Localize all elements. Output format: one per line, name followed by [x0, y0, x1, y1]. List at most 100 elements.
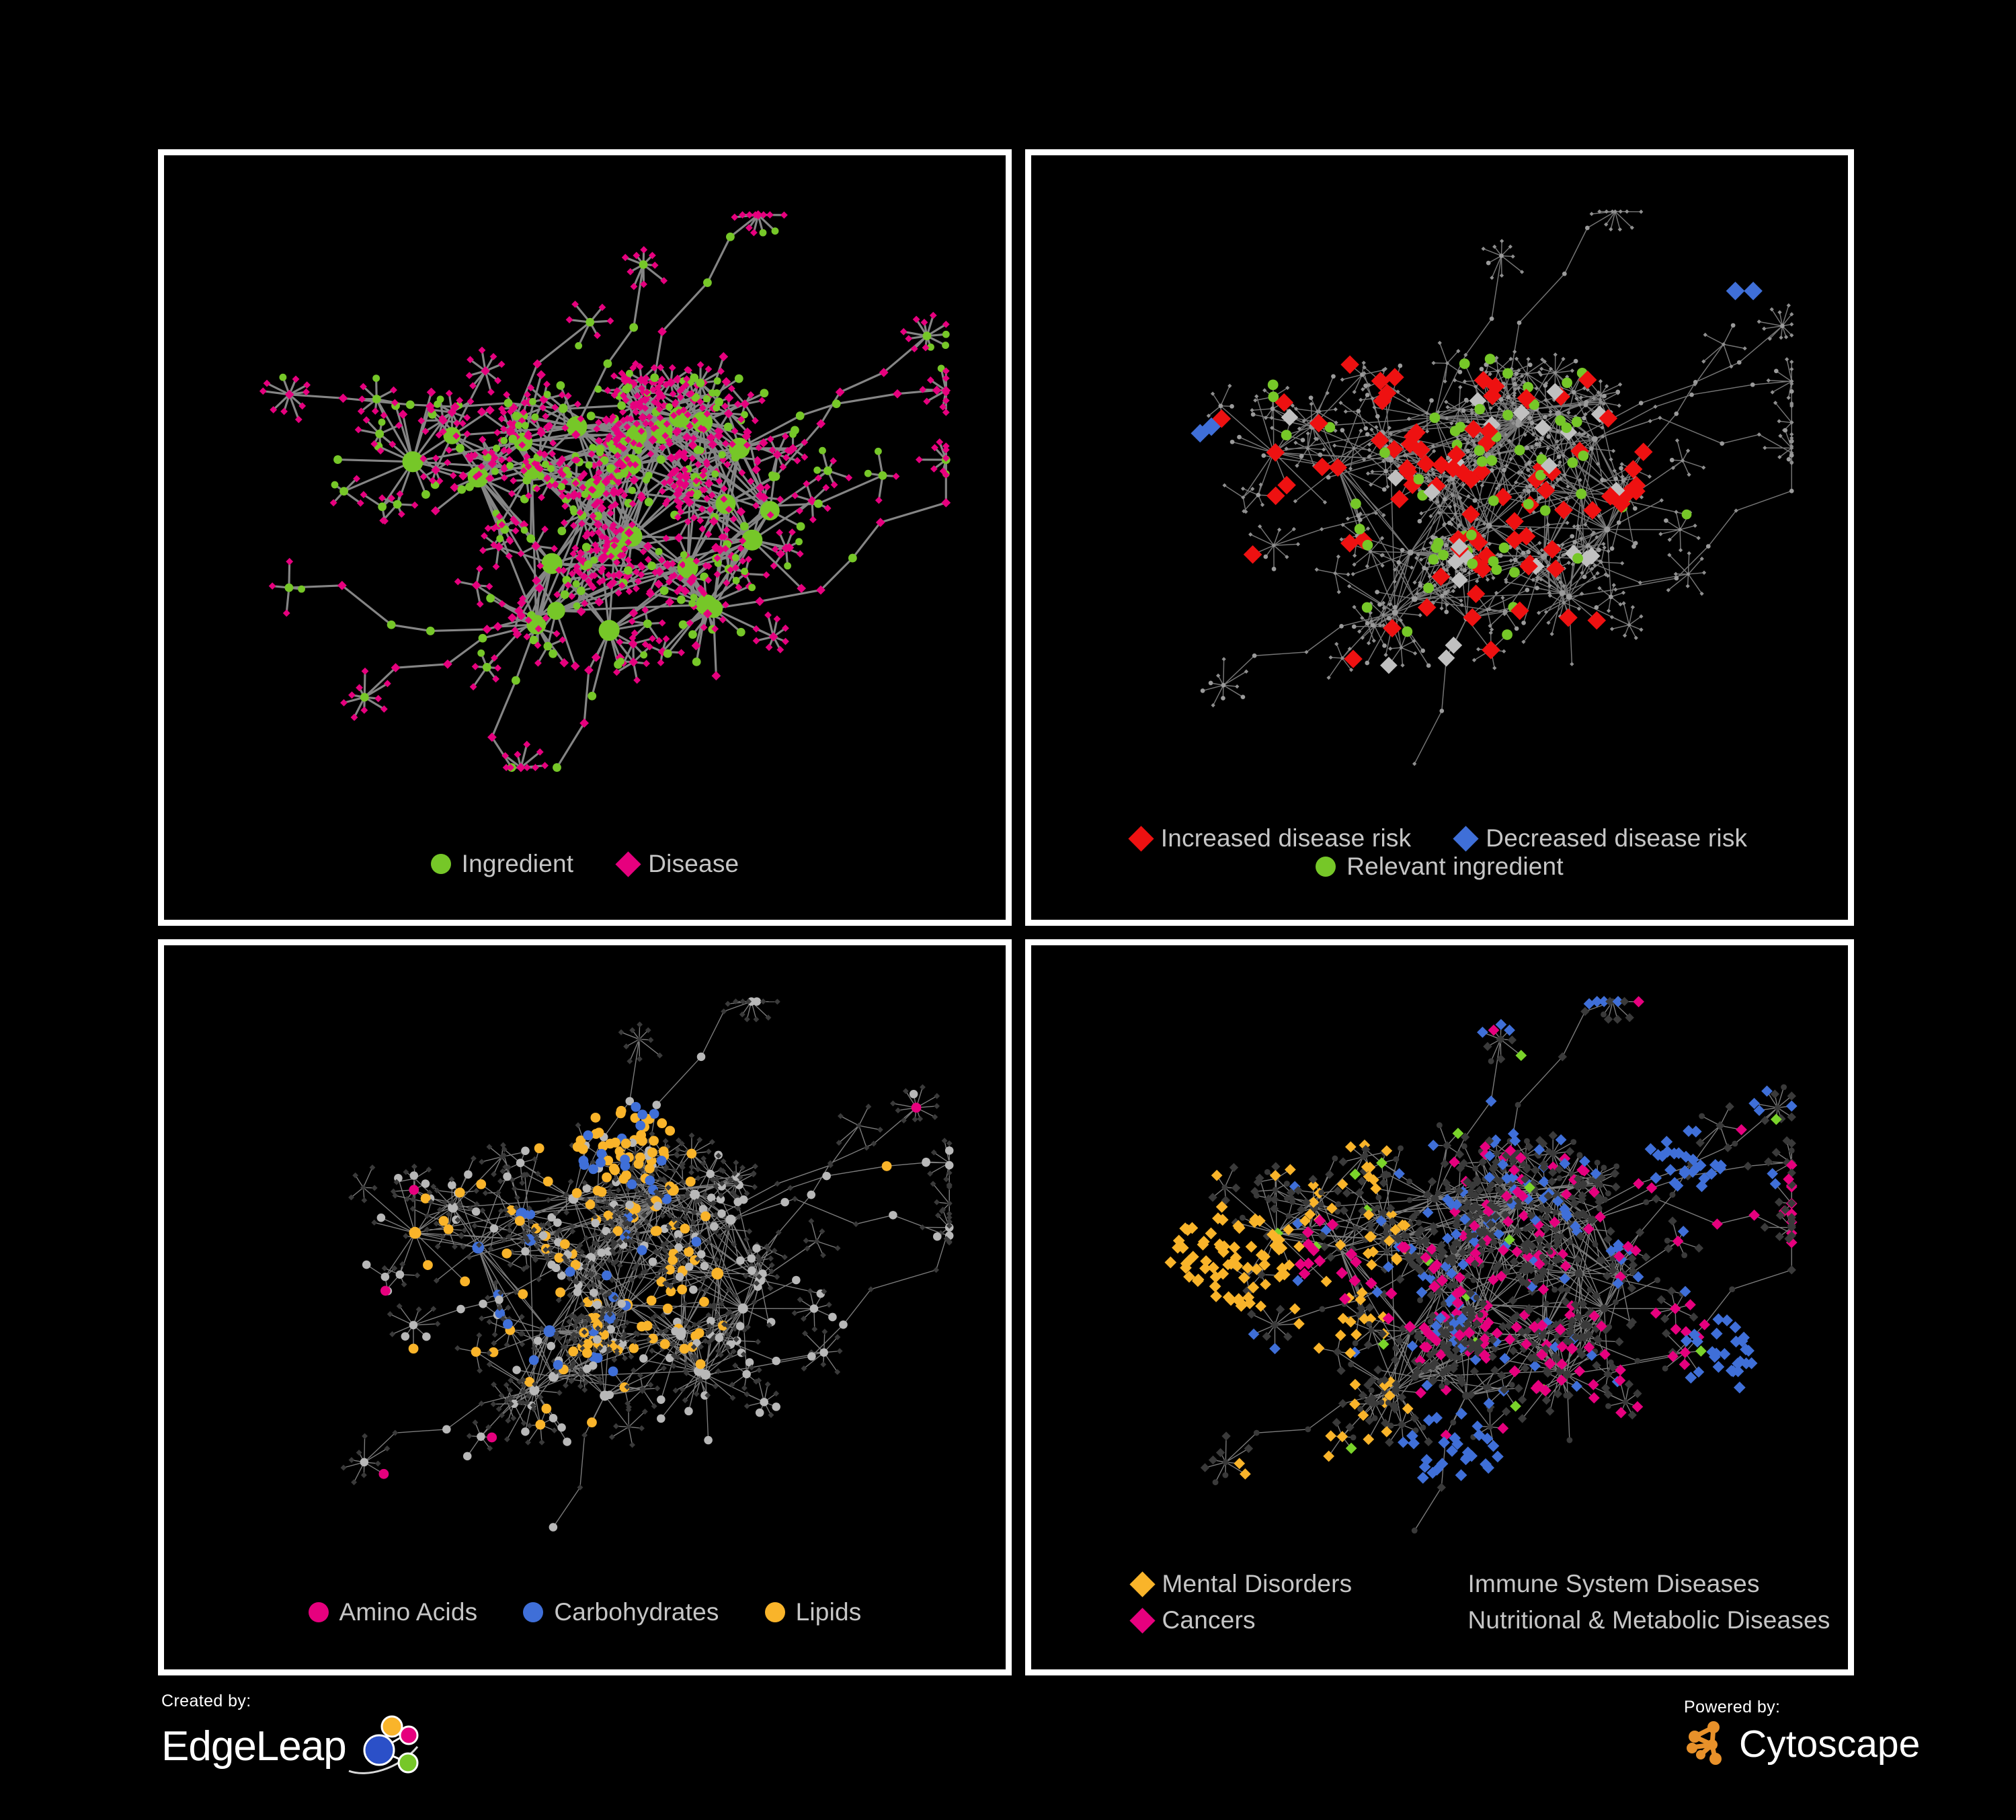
node-disease[interactable]: [647, 420, 655, 428]
node-ingredient[interactable]: [702, 395, 711, 403]
node-disease[interactable]: [793, 457, 801, 465]
node-disease-dim[interactable]: [1370, 469, 1375, 474]
node-disease[interactable]: [435, 431, 443, 439]
node-disease-dim[interactable]: [1379, 553, 1384, 558]
node-disease[interactable]: [681, 472, 691, 482]
node-disease[interactable]: [568, 592, 576, 600]
node-disease[interactable]: [688, 573, 698, 583]
node-disease-dim[interactable]: [1621, 601, 1626, 606]
node-ingredient-dim[interactable]: [1559, 590, 1566, 596]
node-disease-dim[interactable]: [1380, 563, 1385, 568]
node-disease-dim[interactable]: [1360, 615, 1365, 621]
node-ingredient-dim[interactable]: [1527, 460, 1532, 465]
node-ingredient[interactable]: [684, 560, 692, 568]
node-ingredient-dim[interactable]: [1443, 543, 1449, 548]
node-ingredient[interactable]: [736, 627, 745, 637]
node-disease[interactable]: [915, 456, 923, 464]
node-disease[interactable]: [353, 475, 360, 483]
node-disease[interactable]: [752, 465, 761, 475]
node-disease-dim[interactable]: [1462, 379, 1467, 384]
node-ingredient[interactable]: [647, 561, 657, 571]
node-disease-dim[interactable]: [1263, 416, 1268, 420]
node-disease[interactable]: [674, 513, 682, 521]
node-ingredient-dim[interactable]: [1444, 609, 1449, 615]
node-disease-dim[interactable]: [1365, 526, 1371, 531]
node-increased-disease-risk[interactable]: [1443, 459, 1463, 478]
node-disease-dim[interactable]: [1206, 413, 1211, 418]
node-disease-dim[interactable]: [1381, 612, 1385, 617]
node-ingredient-dim[interactable]: [1383, 469, 1388, 474]
node-disease-dim[interactable]: [1418, 557, 1424, 562]
node-relevant-ingredient[interactable]: [1438, 549, 1449, 561]
node-ingredient[interactable]: [723, 422, 733, 432]
node-ingredient-dim[interactable]: [1526, 489, 1531, 493]
node-disease[interactable]: [663, 420, 671, 428]
node-neutral-disease[interactable]: [1540, 457, 1558, 475]
node-ingredient[interactable]: [583, 560, 593, 569]
node-ingredient[interactable]: [575, 342, 583, 350]
node-disease[interactable]: [702, 608, 713, 619]
node-disease-dim[interactable]: [1361, 457, 1367, 462]
node-disease[interactable]: [623, 455, 631, 463]
node-disease[interactable]: [641, 379, 649, 387]
node-disease[interactable]: [697, 424, 705, 432]
node-disease[interactable]: [380, 411, 388, 420]
node-ingredient-dim[interactable]: [1526, 549, 1531, 555]
node-disease-dim[interactable]: [1602, 545, 1607, 550]
node-disease[interactable]: [647, 450, 655, 458]
node-increased-disease-risk[interactable]: [1354, 530, 1373, 550]
node-disease-dim[interactable]: [1451, 481, 1456, 486]
node-disease-dim[interactable]: [1629, 225, 1634, 230]
node-ingredient[interactable]: [500, 436, 508, 444]
node-disease-dim[interactable]: [1496, 552, 1500, 557]
node-disease-dim[interactable]: [1343, 409, 1348, 414]
node-disease[interactable]: [506, 419, 514, 427]
node-ingredient[interactable]: [631, 534, 639, 542]
node-ingredient[interactable]: [741, 567, 749, 576]
node-disease-dim[interactable]: [1340, 522, 1345, 527]
node-disease-dim[interactable]: [1336, 554, 1341, 559]
node-disease-dim[interactable]: [1471, 658, 1477, 662]
node-disease[interactable]: [581, 600, 589, 607]
node-disease-dim[interactable]: [1524, 485, 1529, 489]
network-canvas-ingredient-disease[interactable]: [164, 155, 1006, 920]
node-disease-dim[interactable]: [1470, 438, 1475, 443]
node-ingredient-dim[interactable]: [1365, 432, 1370, 437]
node-disease-dim[interactable]: [1619, 462, 1624, 467]
node-neutral-disease[interactable]: [1423, 483, 1441, 501]
node-ingredient[interactable]: [531, 413, 539, 421]
node-disease-dim[interactable]: [1585, 387, 1590, 392]
node-disease-dim[interactable]: [1469, 411, 1474, 416]
node-disease[interactable]: [508, 612, 517, 623]
node-disease-dim[interactable]: [1309, 401, 1314, 407]
node-disease[interactable]: [303, 388, 310, 396]
node-disease[interactable]: [668, 364, 676, 372]
node-disease[interactable]: [610, 391, 618, 399]
node-disease[interactable]: [362, 416, 370, 424]
node-disease-dim[interactable]: [1543, 381, 1549, 386]
node-disease-dim[interactable]: [1580, 571, 1584, 576]
node-disease-dim[interactable]: [1582, 386, 1587, 391]
node-disease[interactable]: [720, 495, 728, 503]
node-disease[interactable]: [766, 211, 774, 219]
node-disease[interactable]: [669, 467, 679, 477]
node-ingredient-dim[interactable]: [1398, 363, 1403, 368]
node-ingredient[interactable]: [619, 538, 629, 547]
node-ingredient-dim[interactable]: [1546, 434, 1551, 439]
node-disease-dim[interactable]: [1440, 562, 1445, 567]
node-disease[interactable]: [280, 407, 288, 416]
node-ingredient-dim[interactable]: [1586, 543, 1590, 548]
node-disease[interactable]: [524, 463, 532, 471]
node-disease-dim[interactable]: [1526, 356, 1531, 362]
node-disease[interactable]: [536, 562, 545, 570]
node-relevant-ingredient[interactable]: [1402, 626, 1413, 637]
node-disease-dim[interactable]: [1789, 312, 1794, 317]
node-disease-dim[interactable]: [1348, 668, 1354, 672]
node-disease[interactable]: [768, 632, 778, 641]
node-ingredient[interactable]: [576, 586, 586, 596]
node-disease-dim[interactable]: [1583, 522, 1588, 527]
node-disease-dim[interactable]: [1334, 420, 1338, 425]
node-disease-dim[interactable]: [1445, 405, 1450, 409]
node-disease-dim[interactable]: [1297, 426, 1302, 431]
node-disease-dim[interactable]: [1250, 487, 1255, 491]
